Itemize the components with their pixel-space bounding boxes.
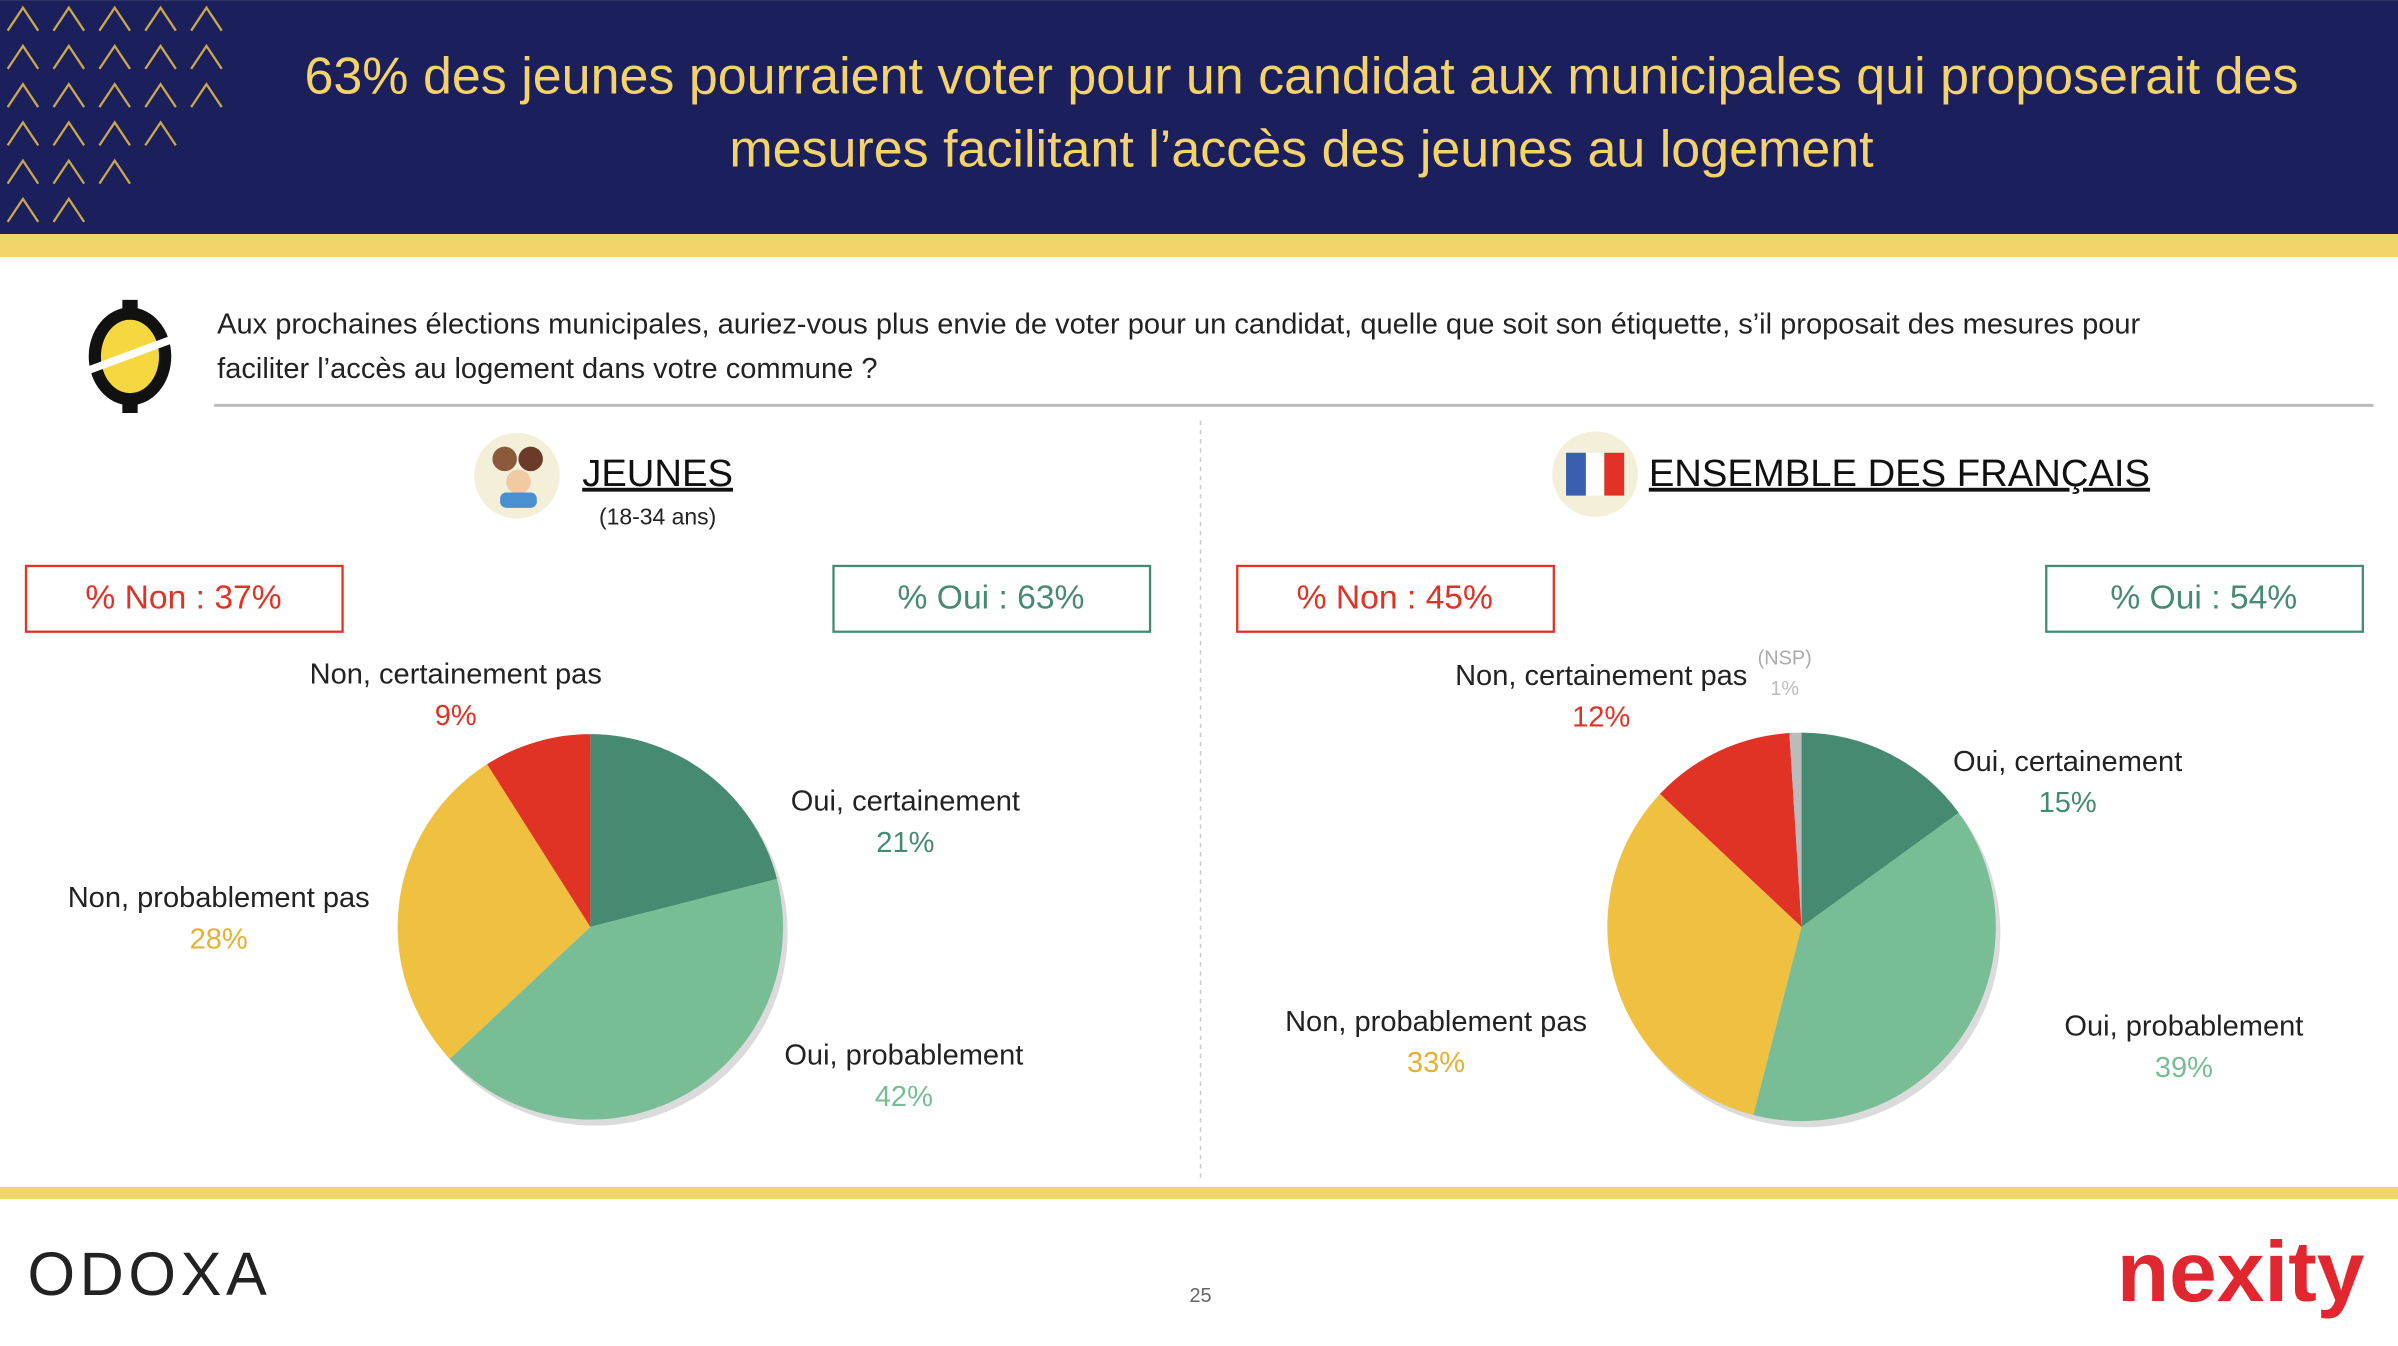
youth-icon	[474, 432, 560, 519]
chart-title: ENSEMBLE DES FRANÇAIS	[1649, 452, 2150, 495]
footer-stripe	[0, 1186, 2398, 1200]
summary-yes: % Oui : 54%	[2110, 579, 2297, 616]
pie-slice	[1659, 733, 1802, 927]
slice-label: Non, probablement pas	[68, 882, 370, 914]
slice-value: 33%	[1407, 1047, 1465, 1079]
header-stripe	[0, 234, 2398, 258]
slice-label: Oui, probablement	[2064, 1010, 2303, 1042]
question: faciliter l’accès au logement dans votre…	[217, 353, 877, 385]
slice-label: Non, probablement pas	[1285, 1006, 1587, 1038]
slice-label: Non, certainement pas	[310, 659, 602, 691]
slice-label: (NSP)	[1758, 647, 1812, 669]
slice-label: Non, certainement pas	[1455, 660, 1747, 692]
summary-no: % Non : 37%	[85, 579, 281, 616]
slice-value: 9%	[435, 700, 477, 732]
slice-label: Oui, probablement	[784, 1040, 1023, 1072]
slice-label: Oui, certainement	[1953, 746, 2182, 778]
question-icon	[87, 299, 173, 414]
chart-subtitle: (18-34 ans)	[599, 504, 716, 530]
slice-value: 15%	[2039, 787, 2097, 819]
slice-value: 21%	[876, 827, 934, 859]
slice-value: 1%	[1770, 678, 1799, 700]
title: 63% des jeunes pourraient voter pour un …	[304, 47, 2298, 105]
pie-slice	[1753, 812, 1996, 1122]
slice-value: 28%	[190, 923, 248, 955]
header-pattern	[6, 5, 223, 223]
odoxa-logo: ODOXA	[28, 1240, 272, 1308]
nexity-logo: nexity	[2117, 1224, 2365, 1320]
pie-slice	[590, 734, 777, 927]
pie-slice	[1789, 732, 1802, 927]
header-band	[0, 0, 2398, 235]
slice-value: 42%	[875, 1081, 933, 1113]
pie-slice	[1607, 793, 1802, 1115]
flag-icon	[1552, 431, 1638, 518]
chart-title: JEUNES	[582, 452, 733, 495]
page-number: 25	[1189, 1285, 1211, 1307]
summary-box	[2045, 564, 2364, 633]
summary-no: % Non : 45%	[1297, 579, 1493, 616]
title: mesures facilitant l’accès des jeunes au…	[729, 121, 1874, 179]
pie-slice	[1801, 732, 1959, 927]
slice-value: 12%	[1572, 702, 1630, 734]
slice-value: 39%	[2155, 1052, 2213, 1084]
summary-box	[24, 564, 344, 633]
question: Aux prochaines élections municipales, au…	[217, 309, 2140, 341]
summary-yes: % Oui : 63%	[898, 579, 1085, 616]
pie-slice	[397, 764, 591, 1059]
summary-box	[832, 564, 1152, 633]
pie-slice	[487, 734, 591, 927]
summary-box	[1236, 564, 1555, 633]
pie-slice	[449, 878, 784, 1120]
slice-label: Oui, certainement	[791, 786, 1020, 818]
